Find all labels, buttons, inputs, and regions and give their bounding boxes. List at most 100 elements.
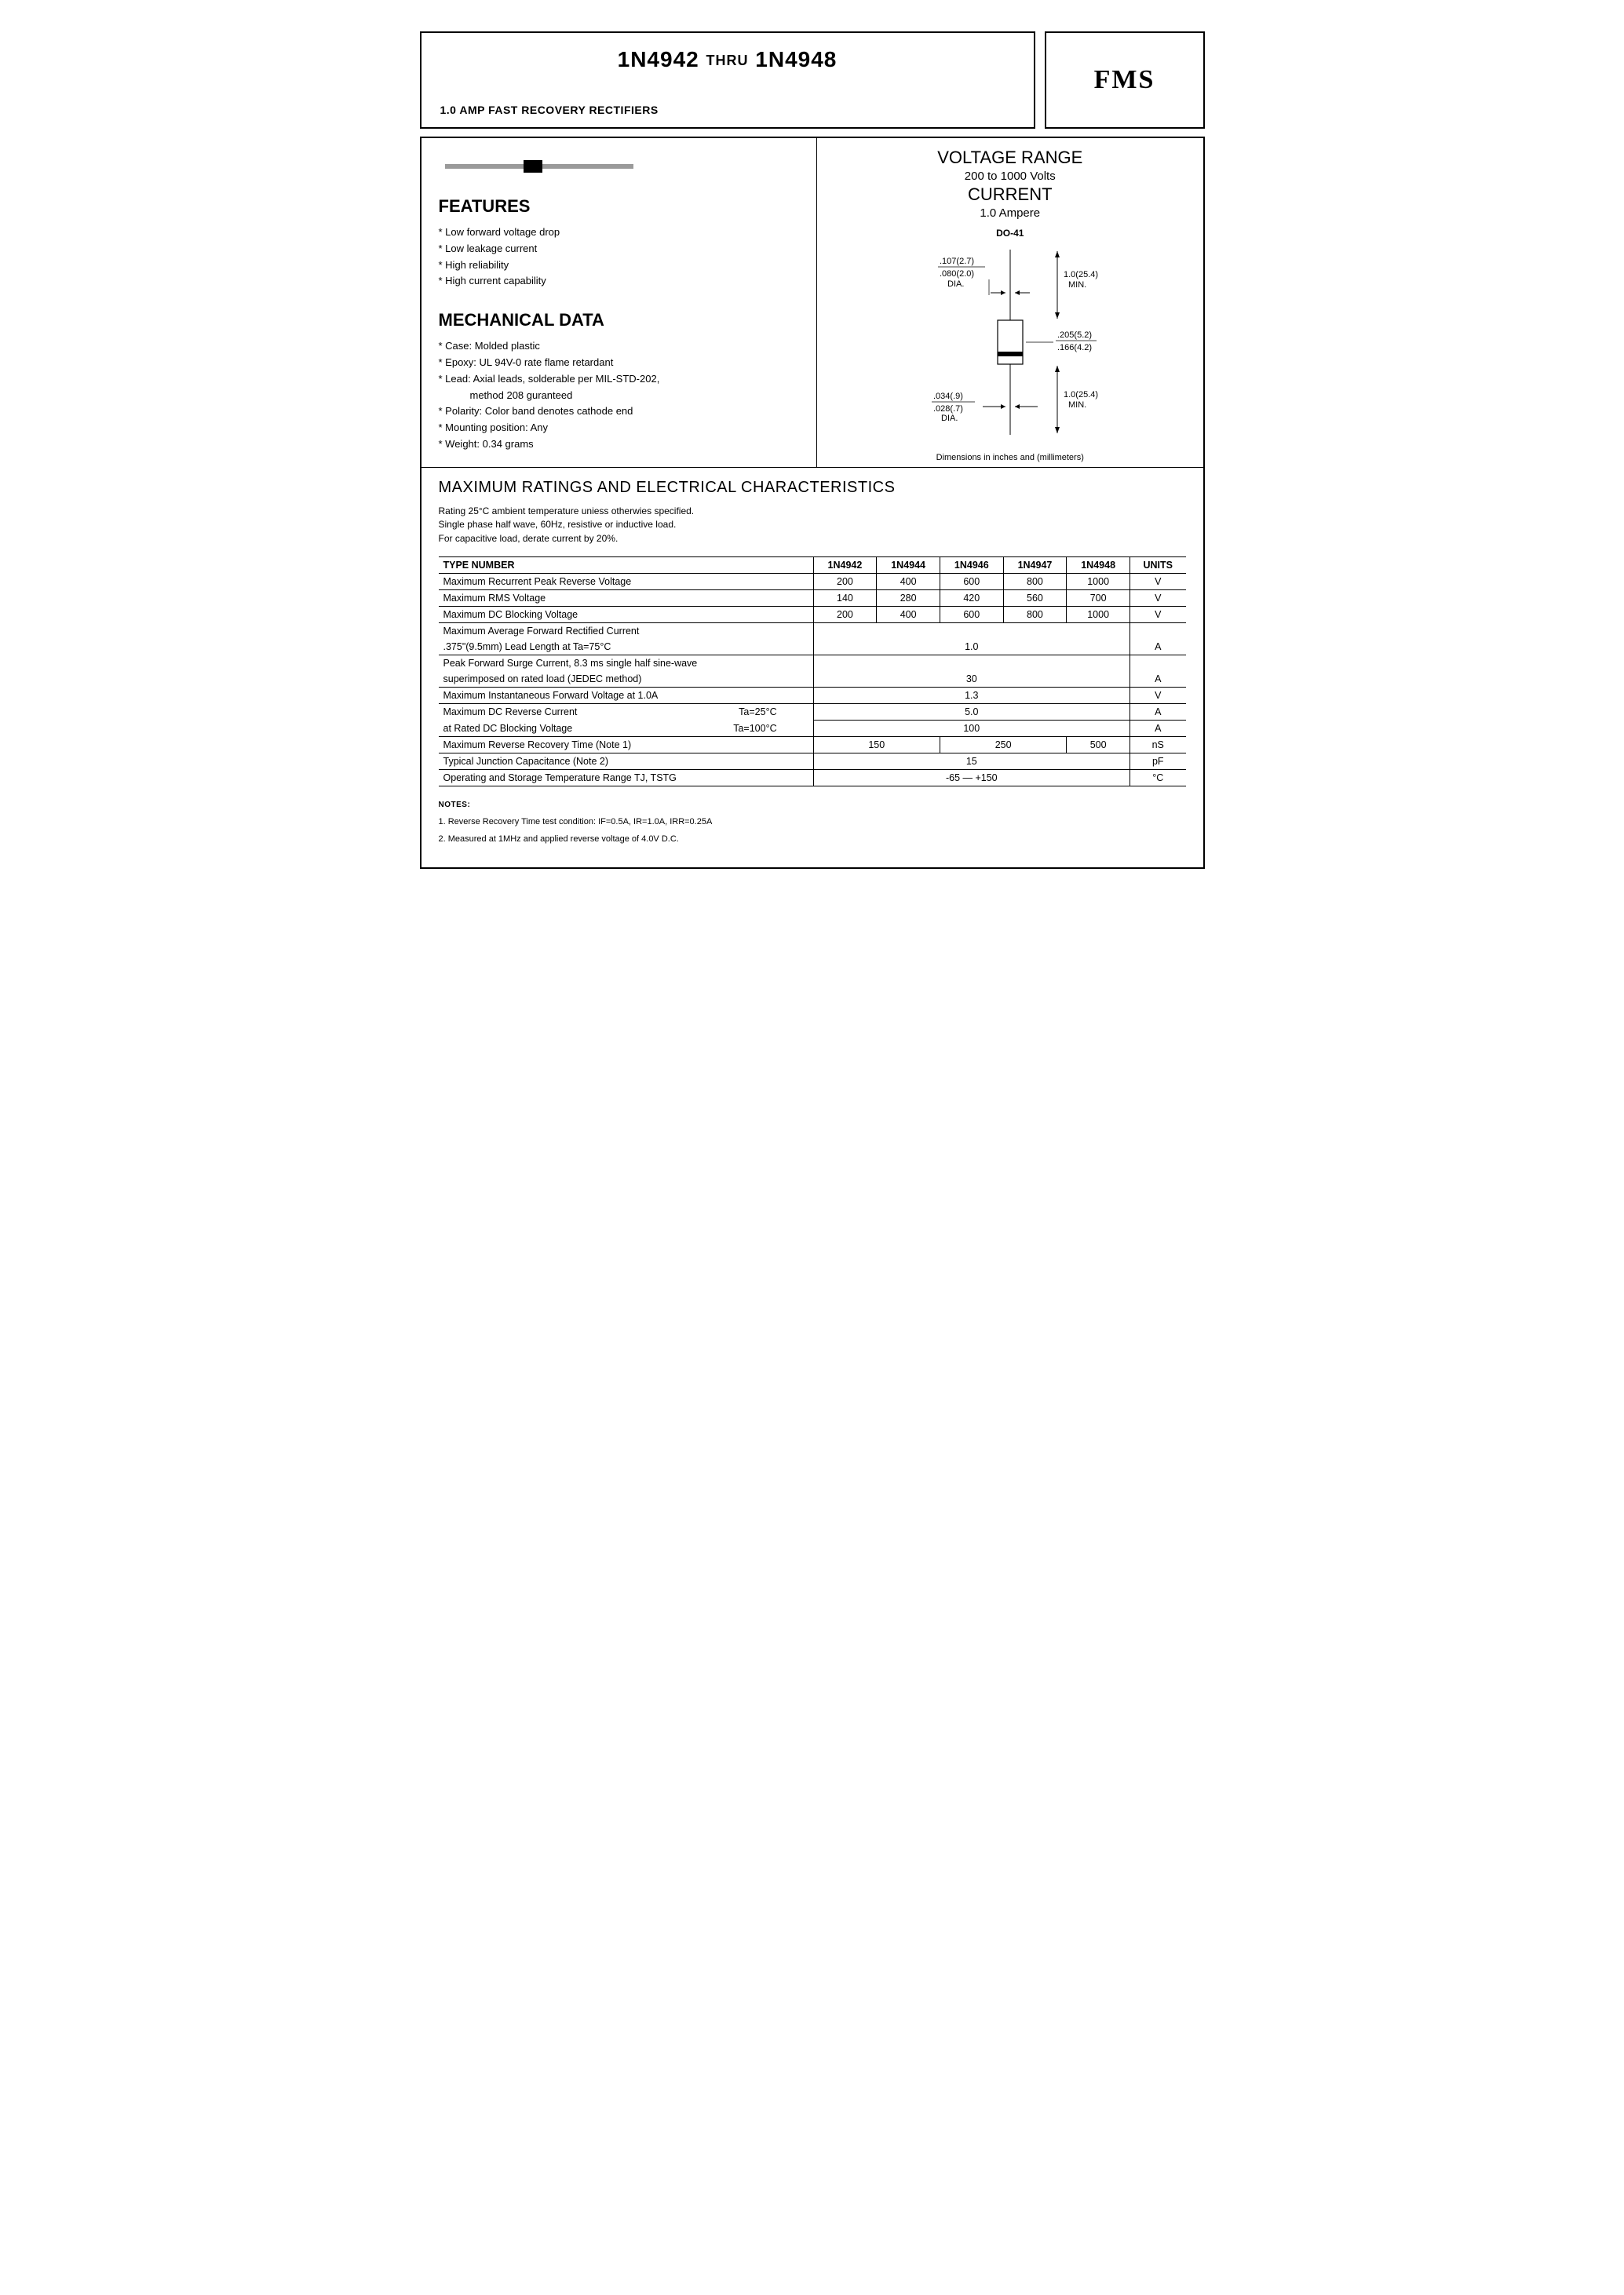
- row-value: 420: [940, 590, 1003, 607]
- logo-text: FMS: [1094, 65, 1155, 95]
- mechanical-item: * Polarity: Color band denotes cathode e…: [439, 403, 800, 420]
- vf-label: Maximum Instantaneous Forward Voltage at…: [439, 688, 814, 704]
- mechanical-heading: MECHANICAL DATA: [439, 310, 800, 330]
- datasheet-page: 1N4942 THRU 1N4948 1.0 AMP FAST RECOVERY…: [420, 31, 1205, 869]
- temp-unit: °C: [1130, 770, 1185, 786]
- avg-fwd-val: 1.0: [813, 639, 1130, 655]
- svg-text:MIN.: MIN.: [1068, 280, 1086, 290]
- row-label: Maximum Recurrent Peak Reverse Voltage: [439, 574, 814, 590]
- title-part-right: 1N4948: [755, 47, 837, 71]
- row-value: 1000: [1067, 574, 1130, 590]
- svg-text:.028(.7): .028(.7): [933, 404, 963, 414]
- mechanical-list: * Case: Molded plastic* Epoxy: UL 94V-0 …: [439, 338, 800, 453]
- cj-label: Typical Junction Capacitance (Note 2): [439, 753, 814, 770]
- ir-line1: Maximum DC Reverse Current: [443, 706, 578, 717]
- row-value: 800: [1003, 607, 1067, 623]
- trr-unit: nS: [1130, 737, 1185, 753]
- table-header-row: TYPE NUMBER 1N4942 1N4944 1N4946 1N4947 …: [439, 557, 1186, 574]
- feature-item: * High current capability: [439, 273, 800, 290]
- cj-val: 15: [813, 753, 1130, 770]
- row-value: 140: [813, 590, 877, 607]
- table-row: Maximum Reverse Recovery Time (Note 1) 1…: [439, 737, 1186, 753]
- dim-lead-dia-bot: .080(2.0): [940, 269, 974, 279]
- table-row: Maximum Recurrent Peak Reverse Voltage20…: [439, 574, 1186, 590]
- vf-val: 1.3: [813, 688, 1130, 704]
- type-number-label: TYPE NUMBER: [439, 557, 814, 574]
- cj-unit: pF: [1130, 753, 1185, 770]
- left-column: FEATURES * Low forward voltage drop* Low…: [422, 138, 818, 467]
- ir-ta1: Ta=25°C: [739, 706, 776, 717]
- ratings-title: MAXIMUM RATINGS AND ELECTRICAL CHARACTER…: [439, 479, 1186, 497]
- logo-box: FMS: [1045, 31, 1205, 129]
- row-label: Maximum RMS Voltage: [439, 590, 814, 607]
- svg-text:MIN.: MIN.: [1068, 400, 1086, 410]
- mechanical-item: * Mounting position: Any: [439, 420, 800, 436]
- surge-val: 30: [813, 671, 1130, 688]
- surge-unit: A: [1130, 671, 1185, 688]
- svg-text:.034(.9): .034(.9): [933, 392, 963, 401]
- table-row: at Rated DC Blocking Voltage Ta=100°C 10…: [439, 721, 1186, 737]
- table-row: superimposed on rated load (JEDEC method…: [439, 671, 1186, 688]
- avg-fwd-unit: A: [1130, 639, 1185, 655]
- current-value: 1.0 Ampere: [830, 206, 1191, 220]
- ir-val1: 5.0: [813, 704, 1130, 721]
- trr-v2: 250: [940, 737, 1066, 753]
- ratings-conditions: Rating 25°C ambient temperature uniess o…: [439, 505, 1186, 545]
- row-value: 400: [877, 574, 940, 590]
- trr-label: Maximum Reverse Recovery Time (Note 1): [439, 737, 814, 753]
- row-unit: V: [1130, 590, 1185, 607]
- right-column: VOLTAGE RANGE 200 to 1000 Volts CURRENT …: [817, 138, 1203, 467]
- voltage-range-heading: VOLTAGE RANGE: [830, 148, 1191, 168]
- features-heading: FEATURES: [439, 196, 800, 217]
- table-row: Maximum DC Reverse Current Ta=25°C 5.0 A: [439, 704, 1186, 721]
- notes-block: NOTES: 1. Reverse Recovery Time test con…: [439, 801, 1186, 844]
- ir-ta2: Ta=100°C: [733, 723, 776, 734]
- table-row: Maximum RMS Voltage140280420560700V: [439, 590, 1186, 607]
- table-row: Maximum DC Blocking Voltage2004006008001…: [439, 607, 1186, 623]
- row-value: 400: [877, 607, 940, 623]
- col-1n4948: 1N4948: [1067, 557, 1130, 574]
- row-label: Maximum DC Blocking Voltage: [439, 607, 814, 623]
- features-list: * Low forward voltage drop* Low leakage …: [439, 224, 800, 290]
- trr-v1: 150: [813, 737, 940, 753]
- surge-line2: superimposed on rated load (JEDEC method…: [439, 671, 814, 688]
- dimension-caption: Dimensions in inches and (millimeters): [830, 453, 1191, 462]
- svg-text:DIA.: DIA.: [941, 414, 958, 423]
- surge-line1: Peak Forward Surge Current, 8.3 ms singl…: [443, 658, 808, 669]
- feature-item: * High reliability: [439, 257, 800, 274]
- package-drawing: DO-41 .107(2.7): [830, 228, 1191, 462]
- avg-fwd-line1: Maximum Average Forward Rectified Curren…: [443, 626, 808, 637]
- row-value: 280: [877, 590, 940, 607]
- dim-lead-dia-top: .107(2.7): [940, 257, 974, 266]
- current-heading: CURRENT: [830, 184, 1191, 205]
- row-value: 200: [813, 574, 877, 590]
- col-units: UNITS: [1130, 557, 1185, 574]
- package-name: DO-41: [830, 228, 1191, 239]
- ratings-table: TYPE NUMBER 1N4942 1N4944 1N4946 1N4947 …: [439, 556, 1186, 786]
- dim-lead-dia-label: DIA.: [947, 279, 964, 289]
- mechanical-item: * Weight: 0.34 grams: [439, 436, 800, 453]
- condition-line: Rating 25°C ambient temperature uniess o…: [439, 505, 1186, 518]
- do41-drawing-icon: .107(2.7) .080(2.0) DIA. 1.0(25.4) MIN.: [900, 242, 1120, 446]
- row-value: 800: [1003, 574, 1067, 590]
- note-item: 2. Measured at 1MHz and applied reverse …: [439, 834, 1186, 844]
- notes-heading: NOTES:: [439, 801, 1186, 809]
- condition-line: For capacitive load, derate current by 2…: [439, 532, 1186, 545]
- subtitle: 1.0 AMP FAST RECOVERY RECTIFIERS: [440, 104, 1015, 116]
- svg-text:1.0(25.4): 1.0(25.4): [1064, 270, 1098, 279]
- ir-unit2: A: [1130, 721, 1185, 737]
- row-value: 200: [813, 607, 877, 623]
- svg-text:.205(5.2): .205(5.2): [1057, 330, 1092, 340]
- main-title: 1N4942 THRU 1N4948: [440, 47, 1015, 72]
- header-row: 1N4942 THRU 1N4948 1.0 AMP FAST RECOVERY…: [420, 31, 1205, 129]
- ir-val2: 100: [813, 721, 1130, 737]
- row-value: 600: [940, 574, 1003, 590]
- trr-v3: 500: [1067, 737, 1130, 753]
- svg-text:1.0(25.4): 1.0(25.4): [1064, 390, 1098, 400]
- table-row: Operating and Storage Temperature Range …: [439, 770, 1186, 786]
- svg-text:.166(4.2): .166(4.2): [1057, 343, 1092, 352]
- avg-fwd-line2: .375"(9.5mm) Lead Length at Ta=75°C: [439, 639, 814, 655]
- table-row: Peak Forward Surge Current, 8.3 ms singl…: [439, 655, 1186, 672]
- title-thru: THRU: [706, 53, 749, 68]
- col-1n4942: 1N4942: [813, 557, 877, 574]
